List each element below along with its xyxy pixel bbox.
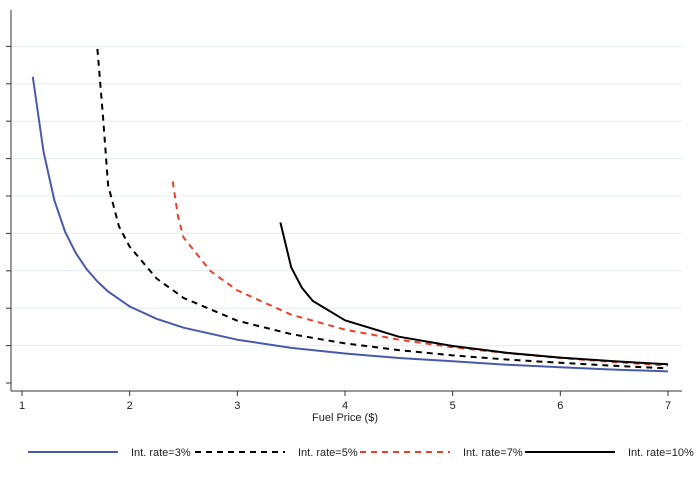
series-line	[96, 48, 669, 370]
x-axis-title: Fuel Price ($)	[312, 412, 378, 424]
x-tick-label: 3	[234, 400, 240, 412]
grid-lines	[12, 45, 682, 347]
legend-label: Int. rate=3%	[131, 447, 191, 459]
x-tick-label: 6	[557, 400, 563, 412]
series-lines	[31, 48, 669, 373]
series-line	[171, 181, 669, 367]
x-ticks: 1 2 3 4 5 6 7	[19, 391, 671, 412]
series-line	[279, 222, 669, 366]
legend-label: Int. rate=10%	[628, 447, 694, 459]
series-line	[31, 76, 669, 373]
legend: Int. rate=3% Int. rate=5% Int. rate=7% Int.…	[28, 447, 694, 459]
x-tick-label: 7	[665, 400, 671, 412]
x-tick-label: 4	[342, 400, 348, 412]
legend-label: Int. rate=7%	[463, 447, 523, 459]
legend-label: Int. rate=5%	[298, 447, 358, 459]
y-ticks	[6, 45, 11, 384]
x-tick-label: 2	[127, 400, 133, 412]
axes	[10, 10, 682, 392]
x-tick-label: 1	[19, 400, 25, 412]
x-tick-label: 5	[450, 400, 456, 412]
